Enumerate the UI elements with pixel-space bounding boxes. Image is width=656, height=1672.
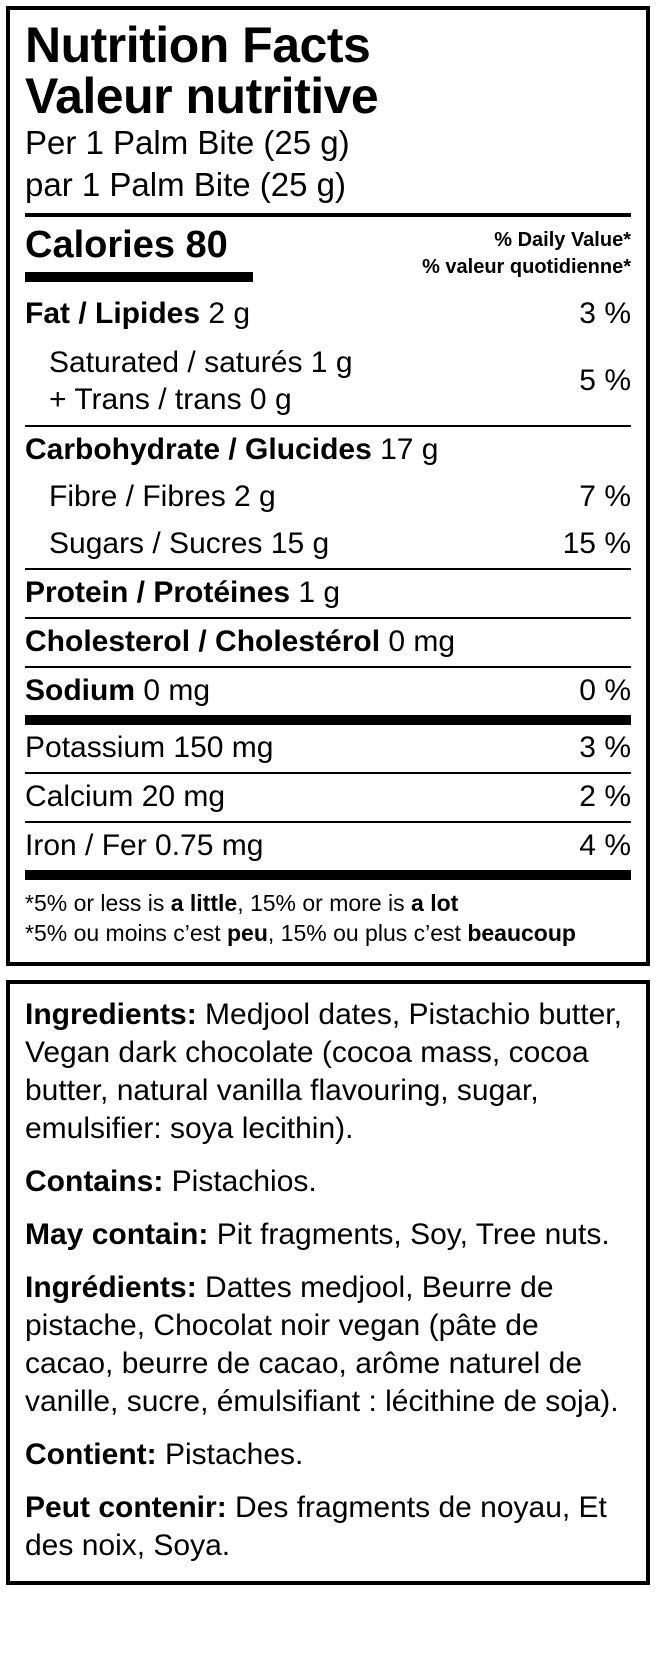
daily-value: 2 %: [579, 780, 631, 813]
nutrient-row-potassium: Potassium 150 mg 3 %: [25, 725, 631, 772]
calories-block: Calories 80: [25, 225, 253, 282]
paragraph-label: Ingredients:: [25, 998, 197, 1031]
nutrient-row-fat: Fat / Lipides 2 g 3 %: [25, 291, 631, 338]
contains-paragraph-fr: Contient: Pistaches.: [25, 1436, 631, 1474]
nutrient-amount: Sugars / Sucres 15 g: [49, 527, 330, 560]
nutrient-amount: 17 g: [371, 433, 439, 466]
divider-hairline: [25, 821, 631, 823]
footnote-bold: peu: [226, 920, 268, 946]
nutrient-name: Fibre / Fibres 2 g: [25, 480, 276, 514]
nutrient-row-fibre: Fibre / Fibres 2 g 7 %: [25, 474, 631, 521]
daily-value: 4 %: [579, 829, 631, 862]
divider-thick: [25, 715, 631, 725]
daily-value-header-en: % Daily Value*: [494, 229, 631, 251]
paragraph-text: Medjool dates, Pistachio butter, Vegan d…: [25, 998, 622, 1145]
divider-hairline: [25, 568, 631, 570]
paragraph-text: Pit fragments, Soy, Tree nuts.: [216, 1218, 610, 1251]
nutrient-name: Saturated / saturés 1 g + Trans / trans …: [25, 344, 353, 418]
dv-footnote-en: *5% or less is a little, 15% or more is …: [25, 888, 631, 918]
nutrient-row-sodium: Sodium 0 mg 0 %: [25, 668, 631, 715]
footnote-text: , 15% ou plus c’est: [267, 920, 468, 946]
nutrition-facts-panel: Nutrition Facts Valeur nutritive Per 1 P…: [6, 6, 650, 966]
divider-hairline: [25, 666, 631, 668]
paragraph-label: Contains:: [25, 1165, 164, 1198]
nutrient-name: Iron / Fer 0.75 mg: [25, 829, 263, 863]
contains-paragraph-en: Contains: Pistachios.: [25, 1163, 631, 1201]
dv-footnote-fr: *5% ou moins c’est peu, 15% ou plus c’es…: [25, 918, 631, 948]
footnote-text: *5% or less is: [25, 890, 171, 916]
paragraph-text: Pistachios.: [171, 1165, 317, 1198]
may-contain-paragraph-en: May contain: Pit fragments, Soy, Tree nu…: [25, 1216, 631, 1254]
trans-line: + Trans / trans 0 g: [49, 383, 292, 416]
daily-value: 15 %: [562, 527, 631, 560]
divider-hairline: [25, 772, 631, 774]
nutrient-amount: Potassium 150 mg: [25, 731, 274, 764]
ingredients-paragraph-en: Ingredients: Medjool dates, Pistachio bu…: [25, 996, 631, 1148]
footnote-text: *5% ou moins c’est: [25, 920, 227, 946]
serving-size-fr: par 1 Palm Bite (25 g): [25, 166, 346, 203]
footnote-bold: a little: [170, 890, 238, 916]
nutrient-name: Fat / Lipides 2 g: [25, 297, 250, 331]
nutrient-name-bold: Protein / Protéines: [25, 576, 291, 609]
nutrient-row-protein: Protein / Protéines 1 g: [25, 570, 631, 617]
footnote-text: , 15% or more is: [237, 890, 412, 916]
nutrition-label-page: Nutrition Facts Valeur nutritive Per 1 P…: [0, 6, 656, 1585]
daily-value: 3 %: [579, 297, 631, 330]
nutrient-name: Calcium 20 mg: [25, 780, 225, 814]
daily-value-header-fr: % valeur quotidienne*: [422, 256, 631, 278]
divider-hairline: [25, 425, 631, 427]
calories-section: Calories 80 % Daily Value* % valeur quot…: [25, 217, 631, 291]
footnote-bold: beaucoup: [467, 920, 576, 946]
daily-value: 0 %: [579, 674, 631, 707]
calories-value: Calories 80: [25, 224, 228, 266]
nutrient-amount: Calcium 20 mg: [25, 780, 226, 813]
calories-underline-bar: [25, 272, 253, 282]
ingredients-paragraph-fr: Ingrédients: Dattes medjool, Beurre de p…: [25, 1269, 631, 1421]
daily-value: 7 %: [579, 480, 631, 513]
divider-medium: [25, 213, 631, 217]
nutrient-row-sugars: Sugars / Sucres 15 g 15 %: [25, 521, 631, 568]
divider-hairline: [25, 617, 631, 619]
nutrient-row-iron: Iron / Fer 0.75 mg 4 %: [25, 823, 631, 870]
nutrient-name: Potassium 150 mg: [25, 731, 273, 765]
nutrient-amount: 0 mg: [380, 625, 456, 658]
nutrient-amount: 2 g: [200, 297, 251, 330]
nutrient-name: Protein / Protéines 1 g: [25, 576, 340, 610]
ingredients-panel: Ingredients: Medjool dates, Pistachio bu…: [6, 980, 650, 1585]
nutrient-amount: Fibre / Fibres 2 g: [49, 480, 276, 513]
nutrient-name-bold: Sodium: [25, 674, 135, 707]
daily-value: 3 %: [579, 731, 631, 764]
paragraph-text: Dattes medjool, Beurre de pistache, Choc…: [25, 1271, 619, 1418]
nutrient-name-bold: Carbohydrate / Glucides: [25, 433, 372, 466]
serving-size-en: Per 1 Palm Bite (25 g): [25, 124, 350, 161]
paragraph-label: May contain:: [25, 1218, 209, 1251]
nutrient-row-cholesterol: Cholesterol / Cholestérol 0 mg: [25, 619, 631, 666]
nutrient-amount: 1 g: [290, 576, 341, 609]
may-contain-paragraph-fr: Peut contenir: Des fragments de noyau, E…: [25, 1489, 631, 1565]
paragraph-text: Pistaches.: [164, 1438, 304, 1471]
nutrient-row-saturated-trans: Saturated / saturés 1 g + Trans / trans …: [25, 338, 631, 425]
nutrient-name-bold: Cholesterol / Cholestérol: [25, 625, 381, 658]
nutrient-name: Cholesterol / Cholestérol 0 mg: [25, 625, 455, 659]
nutrient-name: Carbohydrate / Glucides 17 g: [25, 433, 439, 467]
daily-value: 5 %: [579, 364, 631, 397]
paragraph-label: Peut contenir:: [25, 1491, 227, 1524]
paragraph-text: Des fragments de noyau, Et des noix, Soy…: [25, 1491, 607, 1562]
footnote-bold: a lot: [411, 890, 459, 916]
daily-value-header: % Daily Value* % valeur quotidienne*: [422, 227, 631, 281]
nutrient-name: Sugars / Sucres 15 g: [25, 527, 329, 561]
saturated-line: Saturated / saturés 1 g: [49, 346, 353, 379]
paragraph-label: Contient:: [25, 1438, 157, 1471]
nutrient-row-carbohydrate: Carbohydrate / Glucides 17 g: [25, 427, 631, 474]
paragraph-label: Ingrédients:: [25, 1271, 197, 1304]
nutrient-amount: Iron / Fer 0.75 mg: [25, 829, 264, 862]
nutrient-name: Sodium 0 mg: [25, 674, 210, 708]
nutrient-name-bold: Fat / Lipides: [25, 297, 201, 330]
title-fr: Valeur nutritive: [25, 68, 379, 124]
nutrient-row-calcium: Calcium 20 mg 2 %: [25, 774, 631, 821]
nutrient-amount: 0 mg: [135, 674, 211, 707]
title-en: Nutrition Facts: [25, 17, 371, 73]
divider-thick: [25, 870, 631, 880]
